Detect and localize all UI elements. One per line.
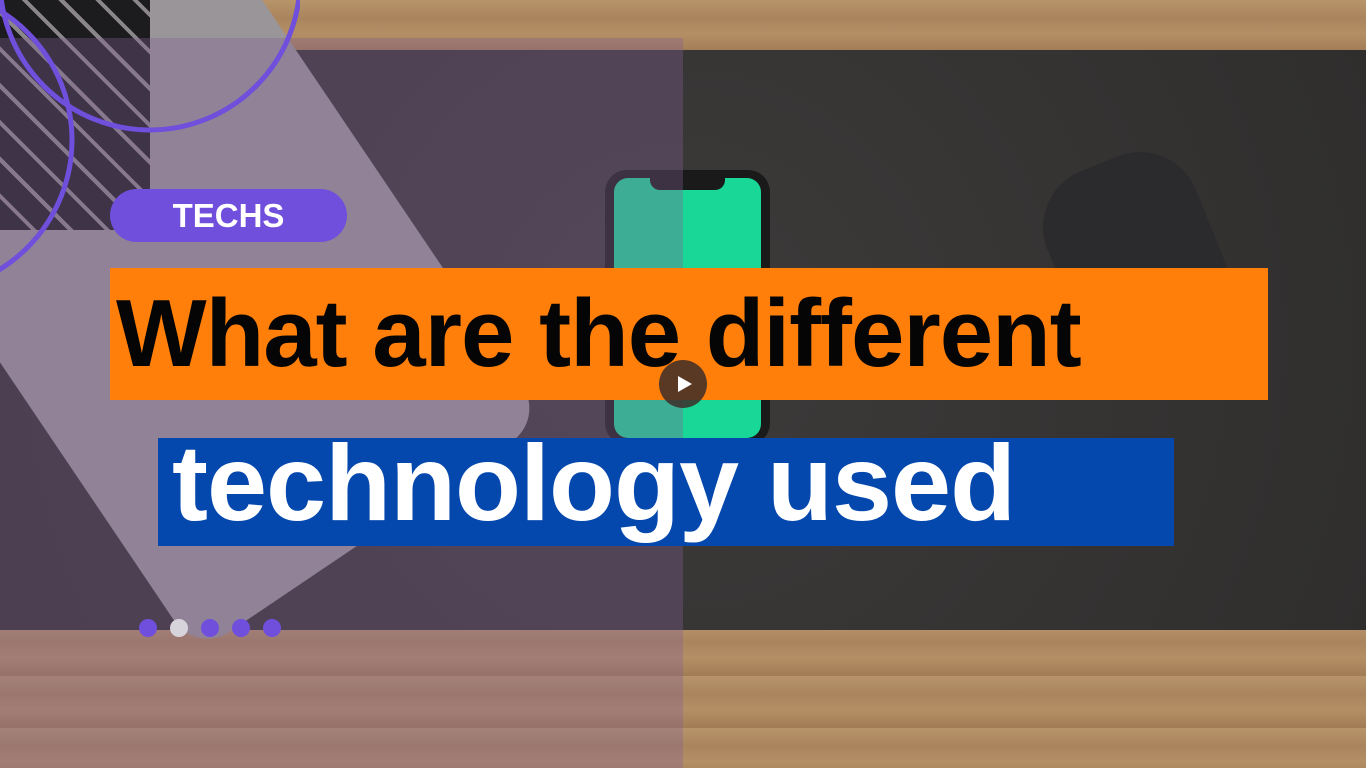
slide-dot[interactable] bbox=[263, 619, 281, 637]
play-button[interactable] bbox=[659, 360, 707, 408]
decor-circles bbox=[0, 0, 300, 273]
phone-notch bbox=[650, 178, 725, 190]
slide-dot[interactable] bbox=[201, 619, 219, 637]
slide-dot[interactable] bbox=[139, 619, 157, 637]
decor-circle bbox=[0, 7, 75, 273]
decor-circle bbox=[0, 0, 300, 133]
headline-line: technology used bbox=[172, 422, 1016, 543]
purple-overlay bbox=[0, 38, 683, 768]
play-icon bbox=[678, 376, 692, 392]
headline-highlight bbox=[158, 438, 1174, 546]
headline-line: What are the different bbox=[116, 280, 1082, 387]
category-badge: TECHS bbox=[110, 189, 347, 242]
slide-dot[interactable] bbox=[170, 619, 188, 637]
slide-dot[interactable] bbox=[232, 619, 250, 637]
